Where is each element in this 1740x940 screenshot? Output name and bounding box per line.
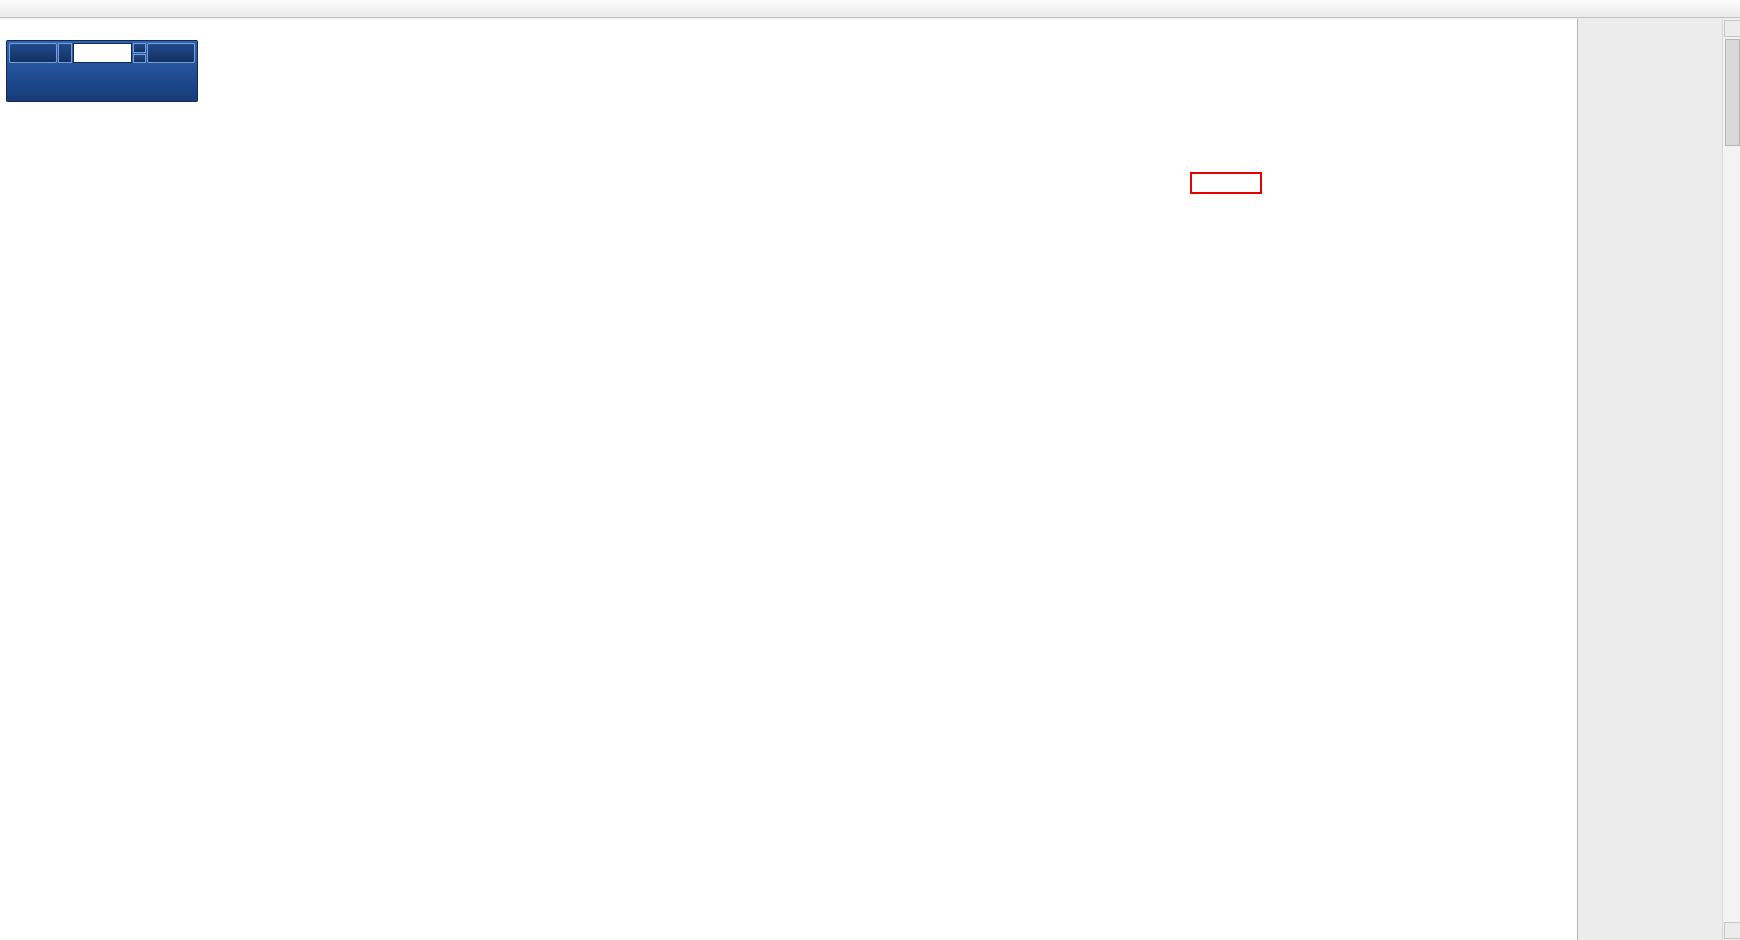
toolbar <box>0 0 1740 18</box>
scroll-up-button[interactable] <box>1724 20 1740 37</box>
main-chart-panel[interactable] <box>0 19 1578 525</box>
price-annotation-box[interactable] <box>1190 172 1262 194</box>
rsi-panel[interactable] <box>0 680 1578 834</box>
scrollbar-thumb[interactable] <box>1725 39 1740 146</box>
lot-spinner <box>133 43 146 63</box>
scroll-down-button[interactable] <box>1724 922 1740 939</box>
macd-panel[interactable] <box>0 525 1578 680</box>
vertical-scrollbar[interactable] <box>1722 19 1740 940</box>
lot-decrease-button[interactable] <box>133 53 146 63</box>
sell-button[interactable] <box>9 43 57 63</box>
order-type-dropdown[interactable] <box>58 43 72 63</box>
one-click-trading-panel <box>6 40 198 102</box>
lot-increase-button[interactable] <box>133 43 146 53</box>
ask-price <box>191 65 192 99</box>
buy-button[interactable] <box>147 43 195 63</box>
window-gutter <box>1579 19 1722 940</box>
lot-size-input[interactable] <box>73 43 132 63</box>
bid-price <box>12 65 13 99</box>
chart-window[interactable] <box>0 19 1578 940</box>
